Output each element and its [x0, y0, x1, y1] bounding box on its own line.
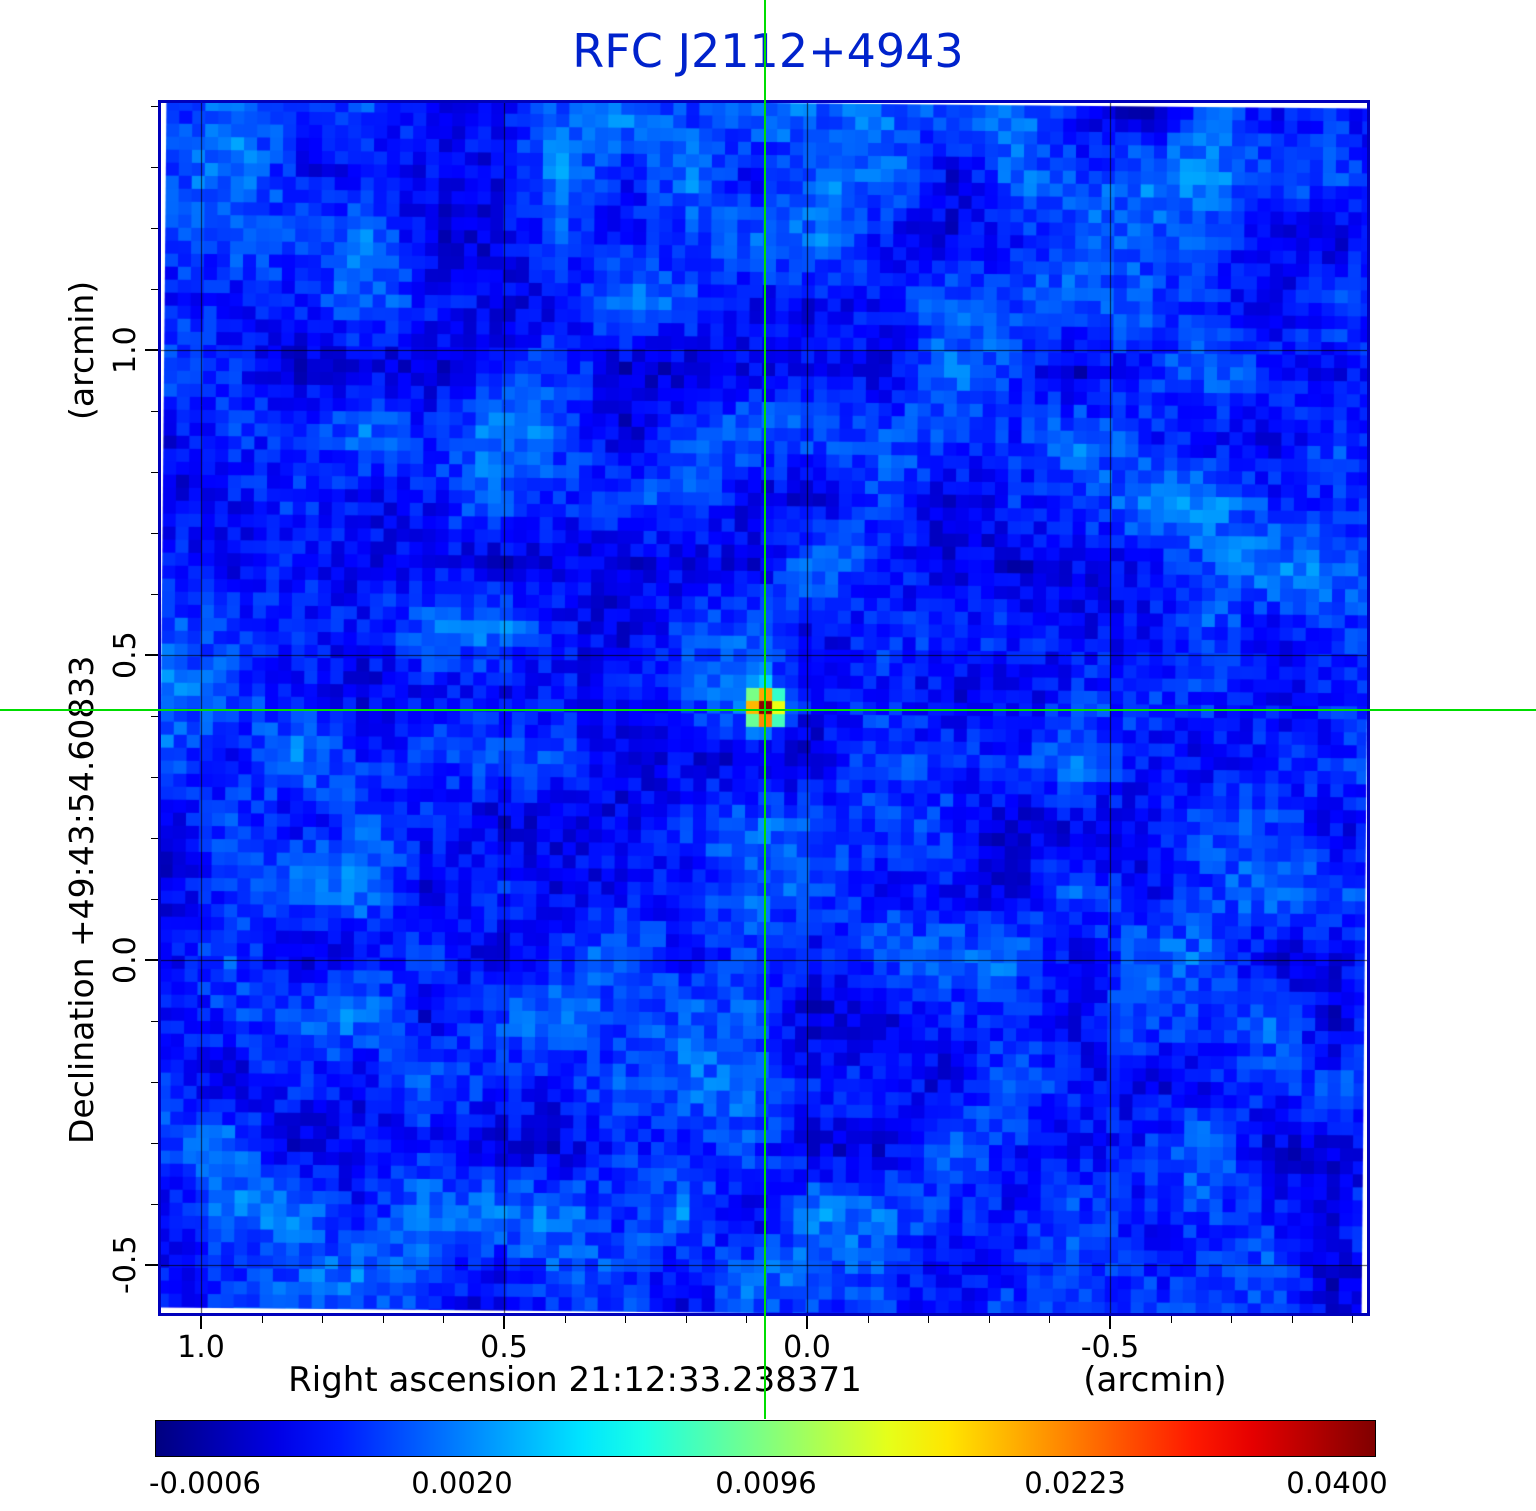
- y-axis-label: Declination +49:43:54.60833: [62, 655, 101, 1145]
- colorbar-tick-label: 0.0223: [1024, 1466, 1126, 1500]
- colorbar-gradient: [155, 1420, 1376, 1457]
- tick-mark: [145, 349, 158, 351]
- tick-mark: [1049, 1316, 1050, 1323]
- tick-mark: [151, 716, 158, 717]
- tick-mark: [151, 472, 158, 473]
- tick-mark: [686, 1316, 687, 1323]
- tick-mark: [503, 1316, 505, 1329]
- tick-mark: [625, 1316, 626, 1323]
- y-tick-label: 0.0: [108, 936, 143, 984]
- tick-mark: [151, 167, 158, 168]
- tick-mark: [151, 1204, 158, 1205]
- x-axis-unit-label: (arcmin): [1083, 1360, 1227, 1400]
- tick-mark: [200, 1316, 202, 1329]
- tick-mark: [145, 959, 158, 961]
- tick-mark: [989, 1316, 990, 1323]
- tick-mark: [1109, 1316, 1111, 1329]
- tick-mark: [151, 777, 158, 778]
- tick-mark: [1352, 1316, 1353, 1323]
- tick-mark: [151, 411, 158, 412]
- colorbar-tick-label: 0.0400: [1286, 1466, 1388, 1500]
- tick-mark: [145, 654, 158, 656]
- tick-mark: [806, 1316, 808, 1329]
- x-tick-label: 1.0: [177, 1330, 225, 1365]
- tick-mark: [151, 838, 158, 839]
- tick-mark: [151, 533, 158, 534]
- x-tick-label: 0.5: [480, 1330, 528, 1365]
- tick-mark: [1171, 1316, 1172, 1323]
- tick-mark: [383, 1316, 384, 1323]
- tick-mark: [151, 1021, 158, 1022]
- tick-mark: [151, 228, 158, 229]
- y-axis-unit-label: (arcmin): [62, 280, 101, 420]
- page-title: RFC J2112+4943: [572, 24, 964, 78]
- tick-mark: [151, 1143, 158, 1144]
- tick-mark: [868, 1316, 869, 1323]
- tick-mark: [262, 1316, 263, 1323]
- tick-mark: [322, 1316, 323, 1323]
- x-tick-label: 0.0: [783, 1330, 831, 1365]
- x-tick-label: -0.5: [1080, 1330, 1140, 1365]
- tick-mark: [1231, 1316, 1232, 1323]
- y-tick-label: -0.5: [108, 1235, 143, 1295]
- colorbar-tick-label: 0.0020: [411, 1466, 513, 1500]
- x-axis-label: Right ascension 21:12:33.238371: [288, 1360, 862, 1400]
- tick-mark: [151, 289, 158, 290]
- tick-mark: [928, 1316, 929, 1323]
- tick-mark: [443, 1316, 444, 1323]
- tick-mark: [151, 899, 158, 900]
- y-tick-label: 0.5: [108, 631, 143, 679]
- y-tick-label: 1.0: [108, 326, 143, 374]
- tick-mark: [565, 1316, 566, 1323]
- tick-mark: [151, 594, 158, 595]
- crosshair-horizontal-line: [0, 709, 1536, 711]
- tick-mark: [151, 106, 158, 107]
- colorbar-tick-label: -0.0006: [149, 1466, 261, 1500]
- tick-mark: [151, 1082, 158, 1083]
- tick-mark: [746, 1316, 747, 1323]
- colorbar-tick-label: 0.0096: [715, 1466, 817, 1500]
- tick-mark: [145, 1264, 158, 1266]
- tick-mark: [1292, 1316, 1293, 1323]
